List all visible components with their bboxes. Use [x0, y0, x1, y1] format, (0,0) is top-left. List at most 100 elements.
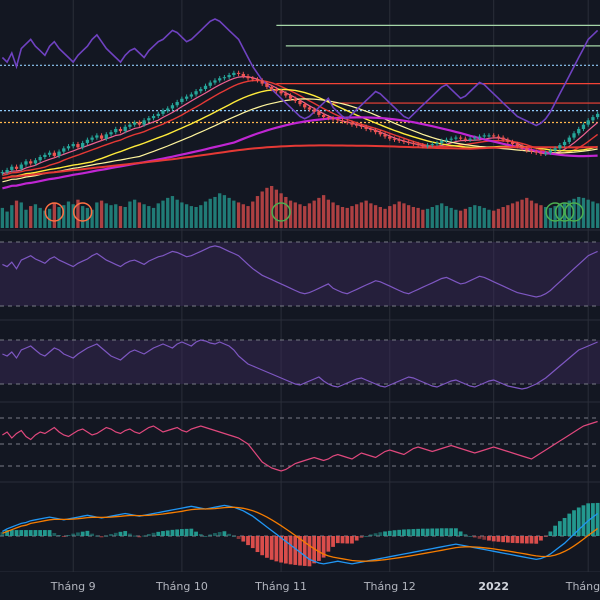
macd-histogram-bar [491, 536, 496, 542]
macd-histogram-bar [477, 536, 482, 539]
volume-bar [421, 209, 425, 228]
macd-histogram-bar [260, 536, 265, 556]
volume-bar [128, 201, 132, 228]
candle-body [142, 120, 146, 125]
macd-histogram-bar [529, 536, 534, 544]
candle-body [43, 154, 47, 158]
candle-body [29, 161, 33, 164]
volume-bar [482, 207, 486, 228]
signal-marker [271, 202, 291, 222]
candle-body [303, 104, 307, 108]
candlesticks[interactable] [0, 70, 600, 176]
macd-histogram-bar [28, 530, 33, 536]
candle-body [402, 140, 406, 142]
candle-body [123, 126, 127, 132]
candle-body [336, 119, 340, 121]
volume-bar [355, 204, 359, 228]
volume-bar [562, 202, 567, 228]
candle-body [577, 128, 581, 134]
volume-bar [303, 206, 307, 228]
macd-histogram-bar [383, 531, 387, 536]
macd-histogram-bar [430, 528, 435, 536]
signal-markers [44, 202, 584, 222]
volume-bar [454, 209, 458, 228]
volume-bar [95, 202, 99, 228]
candle-body [0, 172, 5, 174]
volume-bar [29, 206, 33, 228]
macd-histogram-bar [0, 532, 5, 536]
candle-body [544, 152, 548, 154]
macd-histogram-bar [482, 536, 487, 540]
macd-histogram-bar [463, 534, 468, 536]
signal-marker [545, 202, 565, 222]
candle-body [326, 117, 330, 119]
macd-histogram-bar [397, 529, 402, 536]
volume-bar [14, 200, 19, 228]
macd-histogram-bar [586, 503, 591, 536]
candle-body [274, 89, 279, 92]
volume-bar [265, 187, 269, 228]
candle-body [473, 137, 477, 139]
volume-bar [184, 204, 189, 228]
volume-bar [350, 206, 354, 228]
macd-histogram-bar [71, 533, 76, 536]
macd-histogram-bar [128, 533, 132, 536]
volume-bar [19, 202, 23, 228]
volume-bar [76, 199, 80, 228]
volume-bar [492, 210, 496, 228]
candle-body [213, 80, 217, 83]
macd-histogram-bar [42, 530, 47, 536]
stochastic-line [2, 339, 598, 390]
signal-marker [564, 202, 584, 222]
volume-bar [411, 207, 416, 228]
candle-body [307, 107, 312, 110]
candle-body [109, 132, 113, 135]
volume-bar [161, 200, 165, 228]
candle-body [284, 93, 288, 96]
macd-histogram-bar [510, 536, 515, 543]
volume-bar [510, 203, 515, 228]
macd-histogram-bar [52, 533, 57, 536]
macd-histogram-bar [406, 529, 411, 536]
macd-histogram-bar [156, 531, 161, 536]
macd-histogram-bar [123, 531, 128, 536]
macd-histogram-bar [444, 528, 449, 536]
candle-body [279, 91, 283, 94]
candle-body [132, 122, 137, 125]
candle-body [255, 79, 260, 81]
candle-body [425, 145, 430, 147]
volume-bar [52, 203, 56, 228]
signal-marker [554, 202, 575, 222]
macd-histogram-bar [425, 528, 430, 536]
candle-body [331, 118, 335, 120]
macd-histogram-bar [326, 536, 331, 552]
volume-bar [369, 203, 373, 228]
macd-histogram-bar [227, 533, 232, 536]
volume-bar [236, 202, 241, 228]
macd-histogram-bar [61, 536, 66, 537]
volume-bar [10, 205, 14, 228]
macd-histogram-bar [557, 521, 562, 536]
candle-body [180, 98, 184, 102]
candle-body [539, 152, 543, 154]
macd-histogram-bar [402, 529, 406, 536]
candle-body [166, 108, 170, 111]
macd-histogram-bar [80, 531, 85, 536]
macd-histogram-bar [392, 530, 397, 536]
volume-bar [407, 205, 411, 228]
macd-histogram-bar [9, 530, 14, 536]
volume-bar [317, 197, 321, 228]
volume-bar [307, 203, 312, 228]
macd-histogram-bar [416, 528, 420, 536]
volume-bar [142, 204, 146, 228]
macd-histogram-bar [137, 536, 142, 538]
macd-histogram-bar [411, 529, 416, 536]
macd-histogram-bar [279, 536, 283, 563]
volume-bar [534, 203, 538, 228]
volume-bar [496, 208, 501, 228]
volume-bar [435, 205, 439, 228]
candle-body [430, 144, 434, 146]
volume-bar [539, 205, 543, 228]
volume-bar [270, 186, 274, 228]
